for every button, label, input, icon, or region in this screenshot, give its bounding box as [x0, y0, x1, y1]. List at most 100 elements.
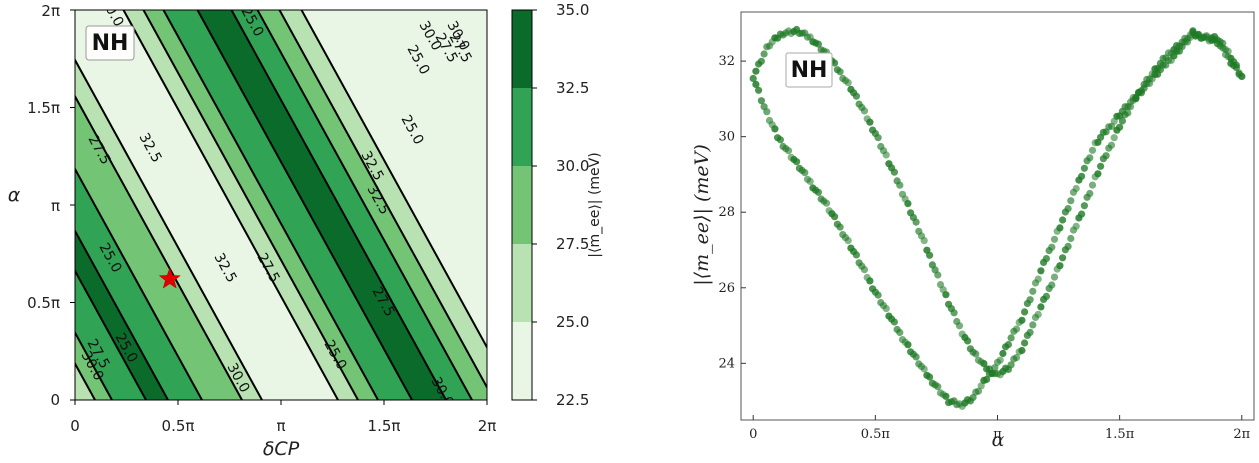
- scatter-point: [882, 305, 890, 313]
- scatter-point: [991, 364, 999, 372]
- colorbar-tick-label: 22.5: [556, 391, 589, 409]
- colorbar-blocks: [512, 10, 532, 400]
- scatter-point: [752, 67, 760, 75]
- scatter-point: [844, 237, 852, 245]
- scatter-point: [836, 68, 844, 76]
- scatter-point: [776, 136, 785, 144]
- scatter-point: [1080, 202, 1088, 210]
- scatter-point: [996, 356, 1004, 364]
- scatter-point: [1048, 281, 1056, 289]
- scatter-point: [836, 223, 844, 231]
- scatter-point: [874, 134, 882, 142]
- y-tick-label: 0: [50, 391, 60, 409]
- y-tick-label: 28: [718, 205, 735, 220]
- scatter-point: [882, 151, 890, 159]
- colorbar-tick-label: 27.5: [556, 235, 589, 253]
- scatter-point: [1088, 146, 1097, 154]
- colorbar-block: [512, 322, 532, 400]
- scatter-point: [1042, 292, 1050, 300]
- x-tick-label: 0: [749, 427, 757, 442]
- scatter-point: [1116, 123, 1124, 131]
- x-axis-label: δCP: [263, 438, 300, 460]
- x-tick-label: π: [993, 427, 1002, 442]
- scatter-point: [1021, 308, 1029, 316]
- scatter-point: [1232, 61, 1240, 69]
- scatter-point: [1078, 172, 1086, 180]
- badge-text: NH: [791, 58, 828, 83]
- contour-line: [75, 167, 203, 400]
- y-tick-label: 1.5π: [27, 99, 60, 117]
- scatter-point: [896, 328, 904, 337]
- scatter-ticks: 0 0.5π π 1.5π 2π 24 26 28 30 32: [718, 54, 1250, 442]
- scatter-point: [1059, 254, 1067, 262]
- scatter-point: [860, 266, 869, 274]
- x-tick-label: 0.5π: [162, 417, 195, 435]
- scatter-point: [1004, 341, 1013, 349]
- y-tick-label: 24: [718, 356, 735, 371]
- scatter-point: [969, 393, 977, 402]
- contour-panel: 30.030.027.525.025.027.5 32.525.0 32.5 27.5…: [8, 2, 497, 460]
- scatter-point: [801, 169, 809, 177]
- x-axis-label: α: [992, 429, 1005, 451]
- scatter-point: [934, 383, 942, 391]
- scatter-point: [1072, 222, 1080, 230]
- x-tick-label: 0.5π: [861, 427, 891, 442]
- contour-line: [75, 57, 263, 400]
- contour-line: [300, 10, 487, 350]
- scatter-point: [912, 218, 920, 226]
- scatter-point: [793, 158, 801, 166]
- scatter-point: [1094, 170, 1102, 178]
- scatter-point: [1050, 273, 1059, 281]
- scatter-point: [964, 337, 972, 345]
- contour-lines: [75, 10, 487, 400]
- contour-band: [75, 363, 96, 400]
- scatter-point: [912, 353, 920, 361]
- scatter-point: [1007, 361, 1015, 369]
- scatter-point: [831, 213, 839, 221]
- scatter-point: [1012, 325, 1021, 333]
- scatter-point: [763, 108, 771, 116]
- contour-line: [278, 10, 487, 390]
- scatter-point: [844, 79, 852, 87]
- scatter-point: [760, 50, 768, 58]
- scatter-point: [1029, 287, 1037, 295]
- colorbar-ticks: 22.5 25.0 27.5 30.0 32.5 35.0: [532, 1, 589, 409]
- scatter-point: [1018, 316, 1026, 324]
- colorbar-block: [512, 10, 532, 88]
- scatter-point: [972, 350, 980, 358]
- scatter-point: [757, 57, 766, 65]
- scatter-point: [1107, 141, 1116, 149]
- contour-line: [230, 10, 447, 400]
- y-axis-label: α: [8, 184, 21, 206]
- scatter-point: [934, 271, 942, 279]
- colorbar-block: [512, 88, 532, 166]
- contour-line: [196, 10, 413, 400]
- scatter-point: [1026, 296, 1034, 304]
- scatter-point: [926, 251, 934, 259]
- scatter-points: [749, 25, 1246, 410]
- scatter-point: [950, 309, 958, 317]
- scatter-point: [1072, 184, 1080, 193]
- scatter-point: [822, 199, 831, 207]
- scatter-point: [904, 341, 912, 349]
- contour-line: [256, 10, 473, 400]
- scatter-point: [1224, 47, 1232, 55]
- x-tick-label: 1.5π: [1105, 427, 1135, 442]
- badge-text: NH: [92, 31, 129, 56]
- scatter-point: [1048, 243, 1056, 251]
- scatter-point: [980, 360, 988, 368]
- scatter-point: [1059, 216, 1067, 224]
- scatter-point: [1056, 262, 1064, 270]
- contour-line: [75, 94, 243, 400]
- nh-badge-right: NH: [785, 52, 833, 88]
- scatter-point: [1012, 354, 1021, 362]
- scatter-point: [866, 277, 874, 285]
- scatter-point: [988, 369, 996, 377]
- scatter-point: [1037, 267, 1045, 275]
- scatter-point: [852, 251, 861, 259]
- scatter-point: [874, 291, 882, 299]
- scatter-point: [1034, 310, 1042, 318]
- colorbar-block: [512, 244, 532, 322]
- scatter-point: [749, 74, 757, 83]
- y-tick-label: π: [51, 197, 60, 215]
